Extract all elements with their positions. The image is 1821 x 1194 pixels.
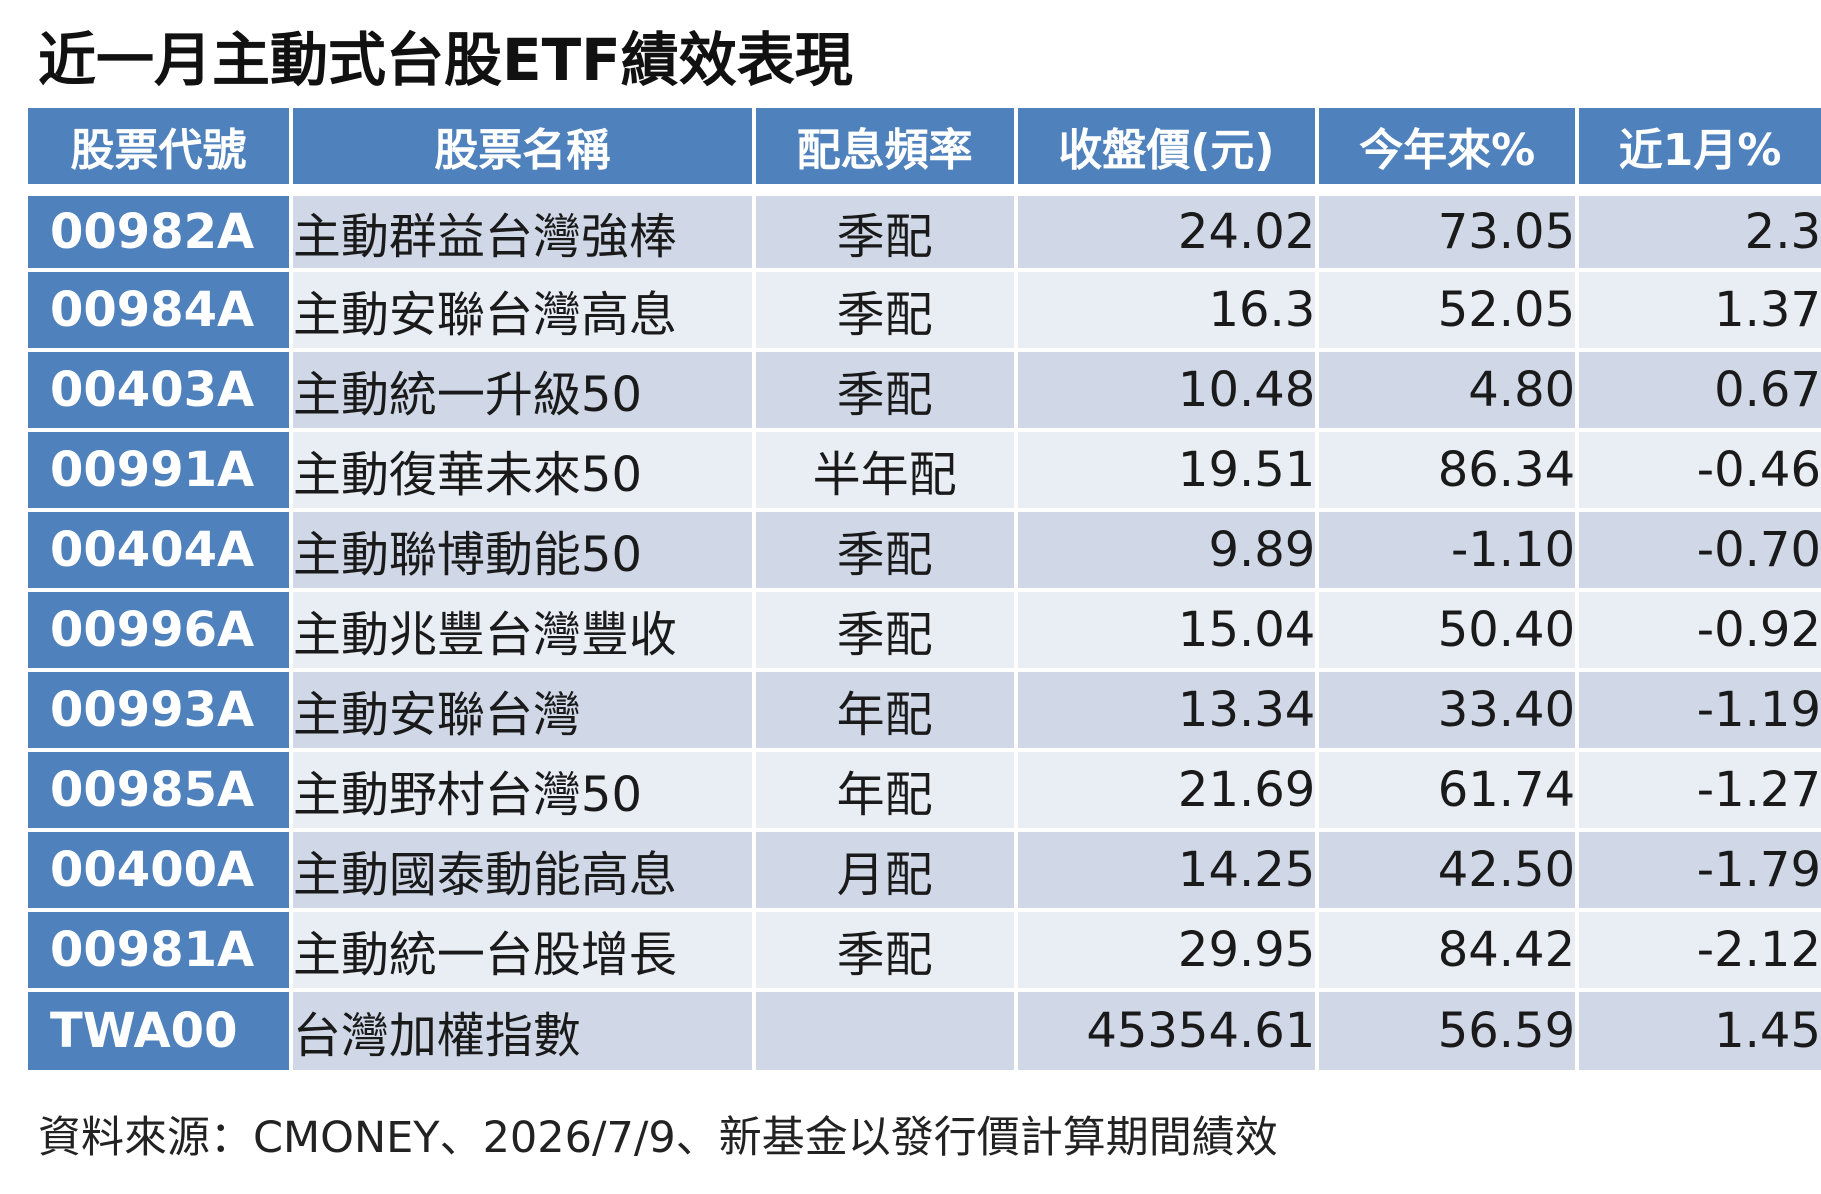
close-price-cell: 24.02 [1013,190,1320,272]
ytd-return-cell: 52.05 [1315,270,1580,352]
stock-code-cell: TWA00 [28,990,293,1070]
one-month-return-cell: 2.3 [1575,190,1821,272]
close-price-cell: 19.51 [1013,430,1320,512]
stock-code-cell: 00993A [28,670,293,752]
table-row: 00984A 主動安聯台灣高息 季配 16.3 52.05 1.37 [28,270,1821,352]
header-close-price: 收盤價(元) [1013,108,1320,196]
header-dividend-frequency: 配息頻率 [751,108,1018,196]
close-price-cell: 29.95 [1013,910,1320,992]
table-row: TWA00 台灣加權指數 45354.61 56.59 1.45 [28,990,1821,1070]
one-month-return-cell: 0.67 [1575,350,1821,432]
one-month-return-cell: -0.46 [1575,430,1821,512]
dividend-frequency-cell: 半年配 [751,430,1018,512]
close-price-cell: 15.04 [1013,590,1320,672]
table-body: 00982A 主動群益台灣強棒 季配 24.02 73.05 2.3 00984A 主動安聯台… [28,190,1821,1070]
one-month-return-cell: 1.45 [1575,990,1821,1070]
ytd-return-cell: 61.74 [1315,750,1580,832]
close-price-cell: 10.48 [1013,350,1320,432]
stock-code-cell: 00984A [28,270,293,352]
stock-code-cell: 00404A [28,510,293,592]
table-row: 00996A 主動兆豐台灣豐收 季配 15.04 50.40 -0.92 [28,590,1821,672]
stock-name-cell: 主動兆豐台灣豐收 [288,590,756,672]
ytd-return-cell: 50.40 [1315,590,1580,672]
stock-code-cell: 00403A [28,350,293,432]
dividend-frequency-cell: 季配 [751,270,1018,352]
header-1m-return: 近1月% [1575,108,1821,196]
dividend-frequency-cell: 季配 [751,910,1018,992]
stock-name-cell: 台灣加權指數 [288,990,756,1070]
table-row: 00400A 主動國泰動能高息 月配 14.25 42.50 -1.79 [28,830,1821,912]
table-row: 00404A 主動聯博動能50 季配 9.89 -1.10 -0.70 [28,510,1821,592]
ytd-return-cell: 84.42 [1315,910,1580,992]
stock-name-cell: 主動國泰動能高息 [288,830,756,912]
source-note: 資料來源：CMONEY、2026/7/9、新基金以發行價計算期間績效 [38,1113,1278,1163]
dividend-frequency-cell: 季配 [751,510,1018,592]
close-price-cell: 14.25 [1013,830,1320,912]
table-row: 00993A 主動安聯台灣 年配 13.34 33.40 -1.19 [28,670,1821,752]
one-month-return-cell: 1.37 [1575,270,1821,352]
table-row: 00991A 主動復華未來50 半年配 19.51 86.34 -0.46 [28,430,1821,512]
dividend-frequency-cell: 季配 [751,190,1018,272]
stock-name-cell: 主動安聯台灣高息 [288,270,756,352]
close-price-cell: 21.69 [1013,750,1320,832]
table-row: 00403A 主動統一升級50 季配 10.48 4.80 0.67 [28,350,1821,432]
table-row: 00981A 主動統一台股增長 季配 29.95 84.42 -2.12 [28,910,1821,992]
etf-performance-table: 股票代號 股票名稱 配息頻率 收盤價(元) 今年來% 近1月% 00982A 主動… [28,108,1821,1070]
stock-name-cell: 主動聯博動能50 [288,510,756,592]
one-month-return-cell: -1.27 [1575,750,1821,832]
header-stock-code: 股票代號 [28,108,293,196]
stock-code-cell: 00400A [28,830,293,912]
stock-code-cell: 00991A [28,430,293,512]
stock-name-cell: 主動野村台灣50 [288,750,756,832]
dividend-frequency-cell: 年配 [751,750,1018,832]
stock-code-cell: 00996A [28,590,293,672]
ytd-return-cell: -1.10 [1315,510,1580,592]
dividend-frequency-cell: 季配 [751,350,1018,432]
dividend-frequency-cell: 季配 [751,590,1018,672]
table-row: 00985A 主動野村台灣50 年配 21.69 61.74 -1.27 [28,750,1821,832]
one-month-return-cell: -0.92 [1575,590,1821,672]
header-ytd-return: 今年來% [1315,108,1580,196]
ytd-return-cell: 42.50 [1315,830,1580,912]
one-month-return-cell: -0.70 [1575,510,1821,592]
stock-name-cell: 主動群益台灣強棒 [288,190,756,272]
one-month-return-cell: -1.79 [1575,830,1821,912]
stock-name-cell: 主動統一升級50 [288,350,756,432]
ytd-return-cell: 4.80 [1315,350,1580,432]
ytd-return-cell: 86.34 [1315,430,1580,512]
ytd-return-cell: 33.40 [1315,670,1580,752]
close-price-cell: 45354.61 [1013,990,1320,1070]
one-month-return-cell: -2.12 [1575,910,1821,992]
stock-code-cell: 00981A [28,910,293,992]
stock-code-cell: 00982A [28,190,293,272]
one-month-return-cell: -1.19 [1575,670,1821,752]
header-stock-name: 股票名稱 [288,108,756,196]
close-price-cell: 16.3 [1013,270,1320,352]
chart-title: 近一月主動式台股ETF績效表現 [38,26,853,94]
ytd-return-cell: 73.05 [1315,190,1580,272]
dividend-frequency-cell: 年配 [751,670,1018,752]
ytd-return-cell: 56.59 [1315,990,1580,1070]
dividend-frequency-cell [751,990,1018,1070]
close-price-cell: 9.89 [1013,510,1320,592]
close-price-cell: 13.34 [1013,670,1320,752]
stock-name-cell: 主動安聯台灣 [288,670,756,752]
stock-code-cell: 00985A [28,750,293,832]
stock-name-cell: 主動復華未來50 [288,430,756,512]
dividend-frequency-cell: 月配 [751,830,1018,912]
stock-name-cell: 主動統一台股增長 [288,910,756,992]
table-header-row: 股票代號 股票名稱 配息頻率 收盤價(元) 今年來% 近1月% [28,108,1821,196]
table-row: 00982A 主動群益台灣強棒 季配 24.02 73.05 2.3 [28,190,1821,272]
